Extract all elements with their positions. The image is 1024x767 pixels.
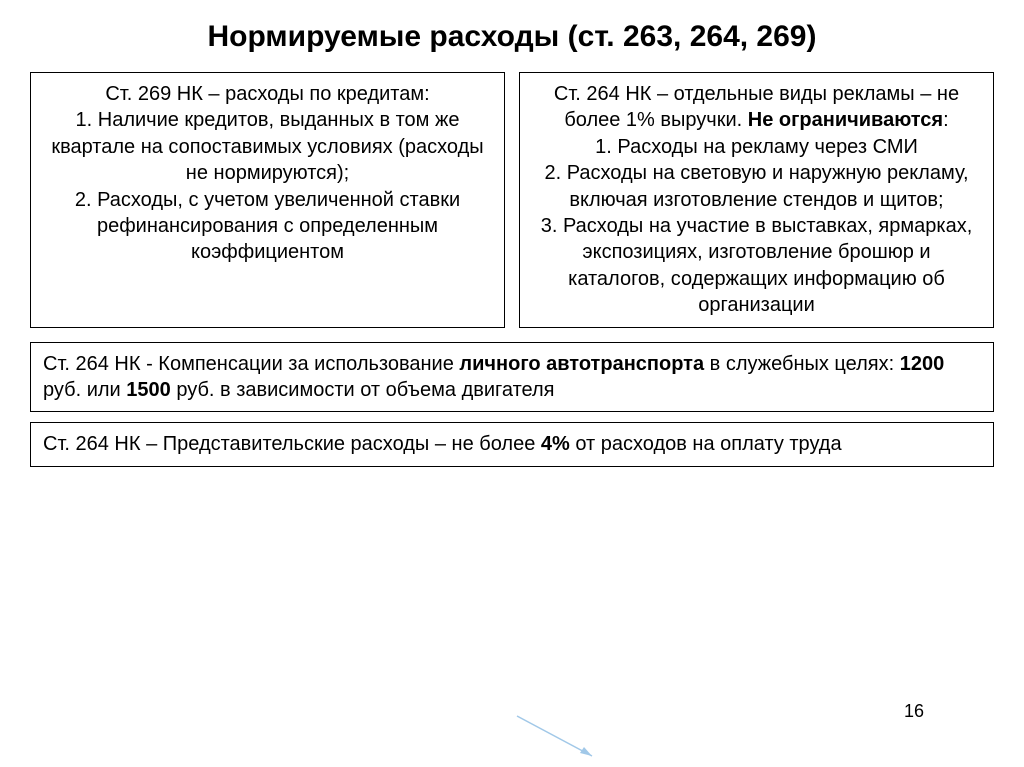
box-264-car: Ст. 264 НК - Компенсации за использовани…: [30, 342, 994, 413]
bold-text: личного автотранспорта: [459, 353, 704, 375]
box-264-ad-list: Расходы на рекламу через СМИ Расходы на …: [532, 134, 981, 319]
page-number: 16: [904, 701, 924, 722]
box-264-ad: Ст. 264 НК – отдельные виды рекламы – не…: [519, 72, 994, 328]
text: Ст. 264 НК - Компенсации за использовани…: [43, 353, 459, 375]
text: от расходов на оплату труда: [570, 433, 842, 455]
top-row: Ст. 269 НК – расходы по кредитам: Наличи…: [30, 72, 994, 328]
box-269: Ст. 269 НК – расходы по кредитам: Наличи…: [30, 72, 505, 328]
bold-text: 4%: [541, 433, 570, 455]
box-269-heading: Ст. 269 НК – расходы по кредитам:: [43, 81, 492, 107]
list-item: Расходы, с учетом увеличенной ставки реф…: [43, 187, 492, 266]
heading-post: :: [943, 109, 949, 131]
page-title: Нормируемые расходы (ст. 263, 264, 269): [30, 20, 994, 54]
box-269-list: Наличие кредитов, выданных в том же квар…: [43, 107, 492, 265]
text: в служебных целях:: [704, 353, 900, 375]
list-item: Наличие кредитов, выданных в том же квар…: [43, 107, 492, 186]
bold-text: 1200: [900, 353, 945, 375]
list-item: Расходы на световую и наружную рекламу, …: [532, 160, 981, 213]
text: Ст. 264 НК – Представительские расходы –…: [43, 433, 541, 455]
text: руб. или: [43, 379, 126, 401]
arrow-icon: [512, 711, 612, 761]
heading-bold: Не ограничиваются: [748, 109, 943, 131]
text: руб. в зависимости от объема двигателя: [171, 379, 555, 401]
box-264-ad-heading: Ст. 264 НК – отдельные виды рекламы – не…: [532, 81, 981, 134]
list-item: Расходы на рекламу через СМИ: [532, 134, 981, 160]
list-item: Расходы на участие в выставках, ярмарках…: [532, 213, 981, 319]
bold-text: 1500: [126, 379, 171, 401]
box-264-rep: Ст. 264 НК – Представительские расходы –…: [30, 422, 994, 466]
